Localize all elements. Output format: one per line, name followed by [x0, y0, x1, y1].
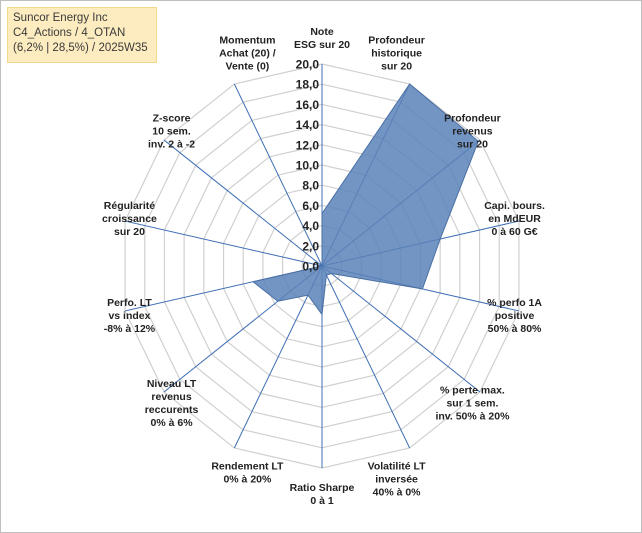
- radar-series: [251, 83, 479, 316]
- performance-summary: (6,2% | 28,5%) / 2025W35: [13, 42, 148, 54]
- axis-label: % perte max. sur 1 sem. inv. 50% à 20%: [435, 384, 510, 422]
- axis-label: Rendement LT 0% à 20%: [211, 460, 284, 485]
- axis-label: Volatilité LT inversée 40% à 0%: [368, 460, 427, 498]
- tick-label: 18,0: [296, 78, 320, 92]
- axis-spoke: [321, 265, 481, 393]
- radar-tick-labels: 0,0 2,0 4,0 6,0 8,0 10,0 12,0 14,0 16,0 18,0 20,0: [296, 58, 320, 274]
- tick-label: 2,0: [302, 239, 319, 253]
- tick-label: 16,0: [296, 98, 320, 112]
- tick-label: 0,0: [302, 260, 319, 274]
- chart-title-box: Suncor Energy Inc C4_Actions / 4_OTAN (6…: [7, 7, 157, 63]
- axis-label: Momentum Achat (20) / Vente (0): [219, 35, 276, 73]
- axis-label: Niveau LT revenus reccurents 0% à 6%: [145, 378, 199, 429]
- axis-spoke: [163, 139, 323, 267]
- axis-spoke: [233, 83, 323, 267]
- tick-label: 12,0: [296, 138, 320, 152]
- company-name: Suncor Energy Inc: [13, 12, 108, 24]
- axis-label: Ratio Sharpe 0 à 1: [290, 482, 355, 507]
- axis-spoke: [233, 265, 323, 449]
- axis-label: Régularité croissance sur 20: [102, 200, 157, 238]
- tick-label: 8,0: [302, 179, 319, 193]
- axis-label: Note ESG sur 20: [294, 26, 350, 51]
- axis-label: % perfo 1A positive 50% à 80%: [487, 297, 542, 335]
- tick-label: 6,0: [302, 199, 319, 213]
- portfolio-path: C4_Actions / 4_OTAN: [13, 27, 126, 39]
- axis-label: Z-score 10 sem. inv. 2 à -2: [148, 113, 195, 151]
- axis-label: Capi. bours. en MdEUR 0 à 60 G€: [484, 200, 545, 238]
- axis-label: Profondeur revenus sur 20: [444, 113, 501, 151]
- tick-label: 20,0: [296, 58, 320, 72]
- tick-label: 10,0: [296, 159, 320, 173]
- axis-spoke: [321, 265, 411, 449]
- tick-label: 14,0: [296, 118, 320, 132]
- tick-label: 4,0: [302, 219, 319, 233]
- axis-label: Perfo. LT vs index -8% à 12%: [104, 297, 156, 335]
- axis-spoke: [124, 220, 323, 267]
- radar-axis-labels: Note ESG sur 20 Profondeur historique sur 20…: [102, 26, 545, 507]
- axis-label: Profondeur historique sur 20: [368, 35, 425, 73]
